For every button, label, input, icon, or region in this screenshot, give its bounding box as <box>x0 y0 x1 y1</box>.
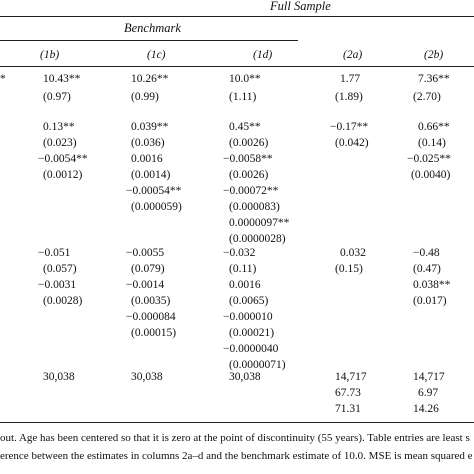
column-header-2b: (2b) <box>424 49 444 61</box>
cell-r13-1d: 0.0016 <box>229 279 261 291</box>
cell-r1-1b: 10.43** <box>43 73 81 85</box>
column-header-2a: (2a) <box>343 49 363 61</box>
cell-r2-1c: (0.99) <box>131 91 159 103</box>
cell-r3-1c: 0.039** <box>131 121 169 133</box>
benchmark-header: Benchmark <box>124 21 181 35</box>
cell-r12-2b: (0.47) <box>413 263 441 275</box>
cell-r19-1c: 30,038 <box>131 371 163 383</box>
cell-r14-2b: (0.017) <box>413 295 447 307</box>
cell-r10-1d: (0.0000028) <box>229 233 286 245</box>
table-note-line-2: erence between the estimates in columns … <box>0 450 473 462</box>
cell-r2-1d: (1.11) <box>229 91 257 103</box>
cell-r21-2b: 14.26 <box>413 403 439 415</box>
cell-r8-1c: (0.000059) <box>131 201 182 213</box>
cell-r1-1d: 10.0** <box>229 73 261 85</box>
benchmark-rule <box>0 40 298 41</box>
header-rule-top <box>0 16 474 17</box>
cell-r7-1c: −0.00054** <box>126 185 182 197</box>
cell-r3-2a: −0.17** <box>330 121 369 133</box>
cell-r11-2a: 0.032 <box>340 247 366 259</box>
cell-r21-2a: 71.31 <box>335 403 361 415</box>
table-note-line-1: out. Age has been centered so that it is… <box>0 432 470 444</box>
cell-r11-1d: −0.032 <box>223 247 256 259</box>
cell-r14-1b: (0.0028) <box>43 295 83 307</box>
cell-r11-2b: −0.48 <box>413 247 440 259</box>
cell-r5-1c: 0.0016 <box>131 153 163 165</box>
full-sample-header: Full Sample <box>270 0 331 13</box>
cell-r13-2b: 0.038** <box>413 279 451 291</box>
cell-r11-1c: −0.0055 <box>126 247 165 259</box>
column-header-1d: (1d) <box>253 49 273 61</box>
table-bottom-rule <box>0 422 474 423</box>
cell-r12-1b: (0.057) <box>43 263 77 275</box>
cell-r1-2b: 7.36** <box>418 73 450 85</box>
cell-r16-1d: (0.00021) <box>229 327 275 339</box>
cell-r6-1b: (0.0012) <box>43 169 83 181</box>
cell-r19-1b: 30,038 <box>43 371 75 383</box>
cell-r9-1d: 0.0000097** <box>229 217 290 229</box>
cell-r1-2a: 1.77 <box>340 73 361 85</box>
cell-r13-1c: −0.0014 <box>126 279 165 291</box>
cell-r4-1c: (0.036) <box>131 137 165 149</box>
cell-r14-1c: (0.0035) <box>131 295 171 307</box>
cell-r5-1d: −0.0058** <box>223 153 273 165</box>
cell-r3-1b: 0.13** <box>43 121 75 133</box>
cell-r19-2a: 14,717 <box>335 371 367 383</box>
cell-r15-1c: −0.000084 <box>126 311 176 323</box>
cell-r12-1d: (0.11) <box>229 263 257 275</box>
cell-r20-2a: 67.73 <box>335 387 361 399</box>
cell-r19-1d: 30,038 <box>229 371 261 383</box>
cell-r6-2b: (0.0040) <box>411 169 451 181</box>
cell-r4-2b: (0.14) <box>418 137 446 149</box>
cell-r12-2a: (0.15) <box>335 263 363 275</box>
cell-r5-1b: −0.0054** <box>38 153 88 165</box>
cell-r11-1b: −0.051 <box>38 247 71 259</box>
column-header-1b: (1b) <box>40 49 60 61</box>
cell-r6-1d: (0.0026) <box>229 169 269 181</box>
cell-r2-2b: (2.70) <box>413 91 441 103</box>
cell-r3-1d: 0.45** <box>229 121 261 133</box>
cell-r5-2b: −0.025** <box>407 153 451 165</box>
cell-r6-1c: (0.0014) <box>131 169 171 181</box>
cell-r19-2b: 14,717 <box>413 371 445 383</box>
cell-r17-1d: −0.0000040 <box>223 343 279 355</box>
left-fragment: * <box>0 73 6 85</box>
cell-r4-1d: (0.0026) <box>229 137 269 149</box>
cell-r18-1d: (0.0000071) <box>229 359 286 371</box>
header-rule-bottom <box>0 66 474 67</box>
cell-r3-2b: 0.66** <box>418 121 450 133</box>
cell-r2-2a: (1.89) <box>335 91 363 103</box>
cell-r1-1c: 10.26** <box>131 73 169 85</box>
cell-r13-1b: −0.0031 <box>38 279 77 291</box>
cell-r20-2b: 6.97 <box>418 387 439 399</box>
column-header-1c: (1c) <box>147 49 166 61</box>
cell-r16-1c: (0.00015) <box>131 327 177 339</box>
cell-r8-1d: (0.000083) <box>229 201 280 213</box>
cell-r4-1b: (0.023) <box>43 137 77 149</box>
cell-r12-1c: (0.079) <box>131 263 165 275</box>
cell-r14-1d: (0.0065) <box>229 295 269 307</box>
cell-r7-1d: −0.00072** <box>223 185 279 197</box>
cell-r4-2a: (0.042) <box>335 137 369 149</box>
cell-r15-1d: −0.000010 <box>223 311 273 323</box>
cell-r2-1b: (0.97) <box>43 91 71 103</box>
